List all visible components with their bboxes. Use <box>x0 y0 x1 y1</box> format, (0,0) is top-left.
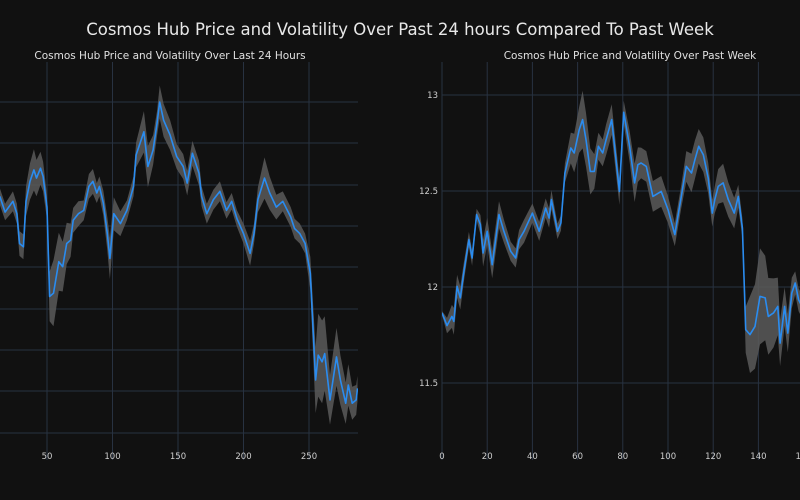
y-tick-label: 13 <box>427 91 438 101</box>
price-line <box>0 101 358 405</box>
x-tick-label: 120 <box>705 452 721 462</box>
x-tick-label: 100 <box>660 452 676 462</box>
right-chart-plot: 0 20 40 60 80 100 120 140 160 11.5 12 12.5 13 <box>419 62 800 462</box>
y-tick-label: 12 <box>427 283 438 293</box>
x-tick-label: 140 <box>750 452 766 462</box>
y-tick-label: 12.5 <box>419 187 438 197</box>
x-tick-label: 200 <box>235 452 251 462</box>
x-tick-label: 20 <box>482 452 493 462</box>
left-chart-title: Cosmos Hub Price and Volatility Over Las… <box>34 50 305 62</box>
x-tick-label: 50 <box>42 452 53 462</box>
x-tick-label: 250 <box>301 452 317 462</box>
x-tick-label: 40 <box>527 452 538 462</box>
left-chart-plot: 50 100 150 200 250 <box>0 62 358 462</box>
right-chart-title: Cosmos Hub Price and Volatility Over Pas… <box>504 50 757 62</box>
x-tick-label: 100 <box>104 452 120 462</box>
x-tick-label: 80 <box>617 452 628 462</box>
x-tick-label: 150 <box>170 452 186 462</box>
x-tick-label: 160 <box>795 452 800 462</box>
x-tick-label: 60 <box>572 452 583 462</box>
price-line <box>442 111 800 344</box>
y-tick-label: 11.5 <box>419 379 438 389</box>
figure-title: Cosmos Hub Price and Volatility Over Pas… <box>86 20 714 39</box>
x-tick-label: 0 <box>439 452 444 462</box>
volatility-band <box>0 85 358 425</box>
